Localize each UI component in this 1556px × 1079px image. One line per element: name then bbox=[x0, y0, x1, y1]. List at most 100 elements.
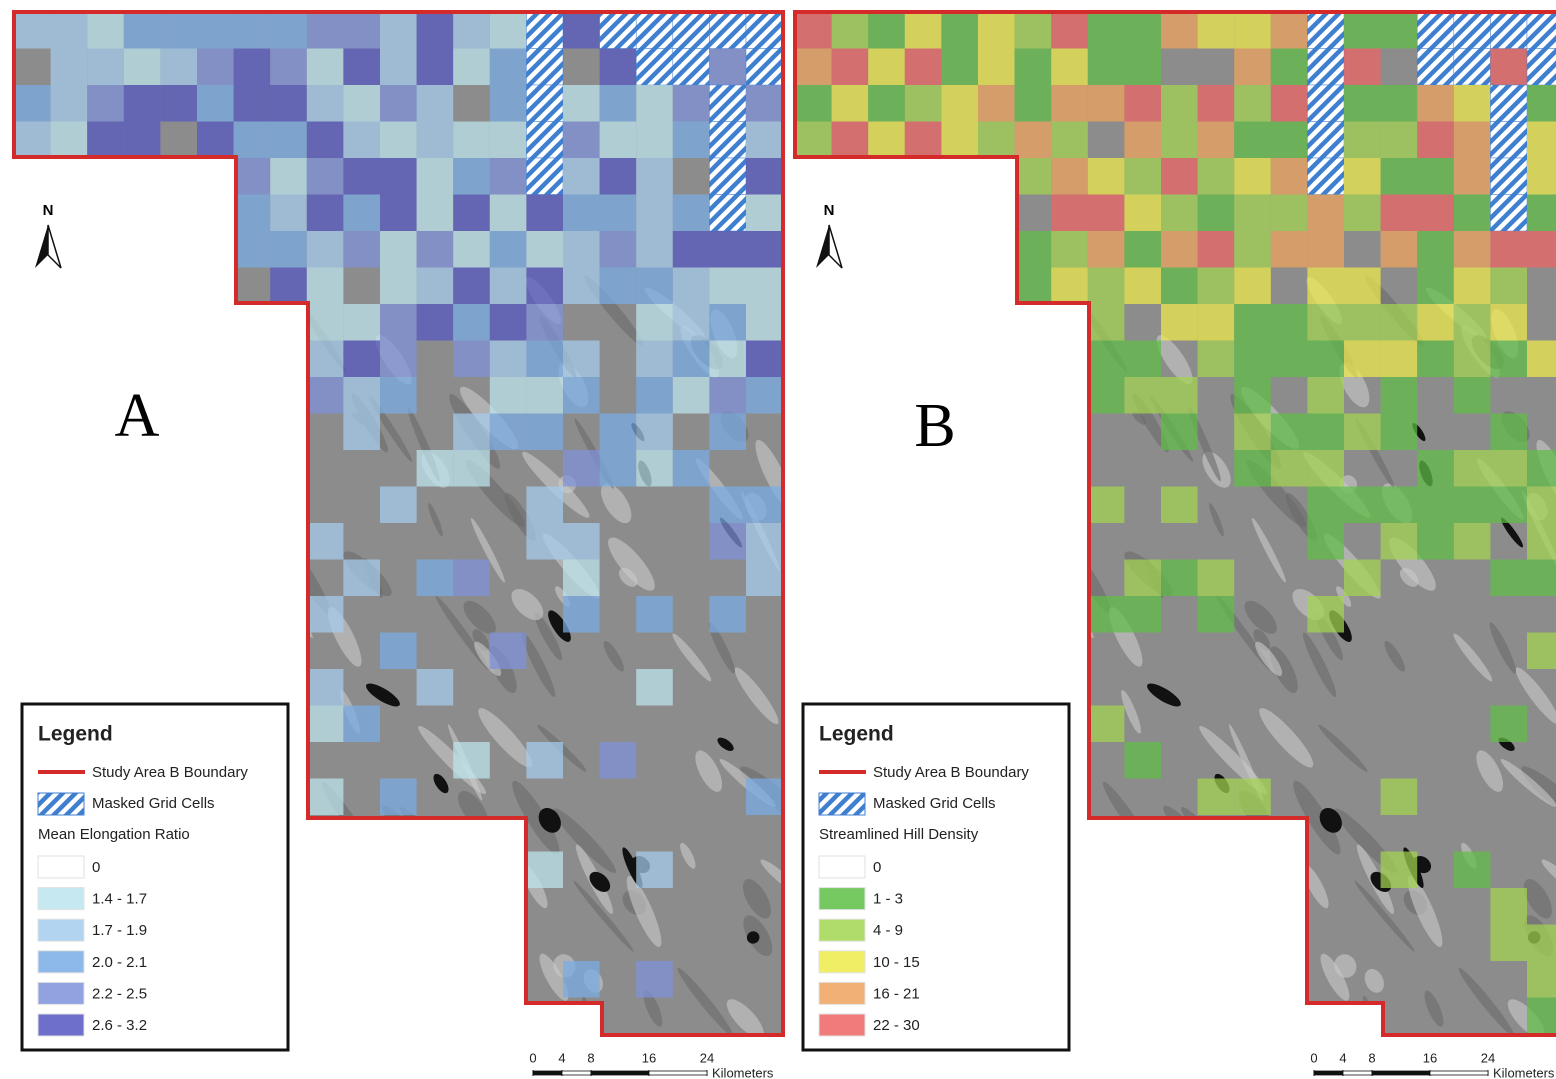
grid-cell bbox=[746, 341, 783, 378]
grid-cell bbox=[1490, 925, 1527, 962]
grid-cell bbox=[905, 122, 942, 159]
grid-cell bbox=[1527, 925, 1556, 962]
grid-cell bbox=[526, 742, 563, 779]
grid-cell bbox=[1454, 85, 1491, 122]
grid-cell bbox=[453, 231, 490, 268]
grid-cell bbox=[1234, 12, 1271, 49]
grid-cell bbox=[673, 231, 710, 268]
legend-class-swatch bbox=[38, 982, 84, 1004]
grid-cell bbox=[1234, 122, 1271, 159]
grid-cell bbox=[1124, 158, 1161, 195]
grid-cell bbox=[673, 85, 710, 122]
grid-cell bbox=[636, 414, 673, 451]
terrain-streak bbox=[1152, 877, 1186, 912]
grid-cell bbox=[1307, 268, 1344, 305]
grid-cell bbox=[1161, 487, 1198, 524]
grid-cell bbox=[380, 268, 417, 305]
grid-cell bbox=[197, 12, 234, 49]
grid-cell bbox=[1417, 304, 1454, 341]
masked-cell bbox=[709, 12, 746, 49]
grid-cell bbox=[453, 560, 490, 597]
grid-cell bbox=[307, 706, 344, 743]
grid-cell bbox=[197, 49, 234, 86]
grid-cell bbox=[1527, 523, 1556, 560]
grid-cell bbox=[795, 122, 832, 159]
grid-cell bbox=[1381, 523, 1418, 560]
grid-cell bbox=[453, 12, 490, 49]
grid-cell bbox=[417, 231, 454, 268]
grid-cell bbox=[417, 85, 454, 122]
grid-cell bbox=[490, 414, 527, 451]
grid-cell bbox=[1088, 706, 1125, 743]
grid-cell bbox=[453, 742, 490, 779]
grid-cell bbox=[563, 523, 600, 560]
map-panel: NBLegendStudy Area B BoundaryMasked Grid… bbox=[781, 0, 1556, 1079]
grid-cell bbox=[1234, 779, 1271, 816]
grid-cell bbox=[343, 122, 380, 159]
grid-cell bbox=[1381, 158, 1418, 195]
grid-cell bbox=[343, 158, 380, 195]
grid-cell bbox=[453, 414, 490, 451]
grid-cell bbox=[124, 85, 161, 122]
grid-cell bbox=[1161, 12, 1198, 49]
grid-cell bbox=[307, 12, 344, 49]
grid-cell bbox=[795, 49, 832, 86]
grid-cell bbox=[1381, 377, 1418, 414]
grid-cell bbox=[1490, 450, 1527, 487]
grid-cell bbox=[709, 49, 746, 86]
grid-cell bbox=[490, 12, 527, 49]
grid-cell bbox=[1490, 487, 1527, 524]
grid-cell bbox=[197, 122, 234, 159]
grid-cell bbox=[14, 85, 51, 122]
legend-class-label: 16 - 21 bbox=[873, 985, 920, 1002]
grid-cell bbox=[307, 195, 344, 232]
grid-cell bbox=[453, 450, 490, 487]
grid-cell bbox=[197, 85, 234, 122]
scale-segment bbox=[533, 1071, 562, 1075]
grid-cell bbox=[1088, 49, 1125, 86]
terrain-streak bbox=[475, 946, 513, 987]
grid-cell bbox=[490, 122, 527, 159]
grid-cell bbox=[1124, 122, 1161, 159]
grid-cell bbox=[417, 268, 454, 305]
grid-cell bbox=[1124, 377, 1161, 414]
grid-cell bbox=[868, 49, 905, 86]
grid-cell bbox=[1527, 195, 1556, 232]
scale-segment bbox=[1372, 1071, 1430, 1075]
north-arrow-left bbox=[816, 225, 829, 268]
grid-cell bbox=[526, 414, 563, 451]
grid-cell bbox=[1454, 377, 1491, 414]
grid-cell bbox=[307, 341, 344, 378]
grid-cell bbox=[51, 49, 88, 86]
grid-cell bbox=[1088, 158, 1125, 195]
terrain-streak bbox=[1102, 906, 1130, 934]
grid-cell bbox=[600, 49, 637, 86]
grid-cell bbox=[343, 85, 380, 122]
grid-cell bbox=[1015, 268, 1052, 305]
grid-cell bbox=[709, 231, 746, 268]
masked-cell bbox=[600, 12, 637, 49]
grid-cell bbox=[1344, 268, 1381, 305]
grid-cell bbox=[746, 231, 783, 268]
grid-cell bbox=[1271, 231, 1308, 268]
scale-tick-label: 0 bbox=[1310, 1050, 1317, 1065]
masked-cell bbox=[1490, 85, 1527, 122]
grid-cell bbox=[160, 49, 197, 86]
grid-cell bbox=[673, 377, 710, 414]
grid-cell bbox=[746, 560, 783, 597]
grid-cell bbox=[1490, 231, 1527, 268]
grid-cell bbox=[709, 414, 746, 451]
grid-cell bbox=[1417, 268, 1454, 305]
grid-cell bbox=[941, 122, 978, 159]
scale-tick-label: 4 bbox=[1339, 1050, 1346, 1065]
legend-masked-label: Masked Grid Cells bbox=[873, 795, 996, 812]
grid-cell bbox=[1271, 450, 1308, 487]
grid-cell bbox=[1234, 231, 1271, 268]
legend-class-label: 1.4 - 1.7 bbox=[92, 891, 147, 908]
grid-cell bbox=[1161, 414, 1198, 451]
grid-cell bbox=[490, 304, 527, 341]
grid-cell bbox=[673, 341, 710, 378]
grid-cell bbox=[1198, 12, 1235, 49]
grid-cell bbox=[1344, 122, 1381, 159]
grid-cell bbox=[343, 414, 380, 451]
